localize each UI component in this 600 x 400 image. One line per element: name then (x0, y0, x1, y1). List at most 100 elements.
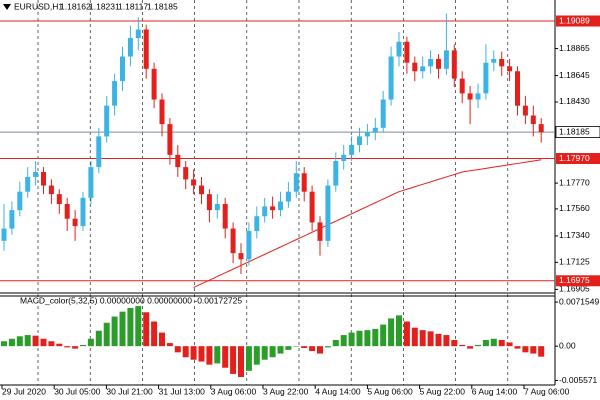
candle-body (80, 197, 86, 227)
histogram-bar (182, 346, 189, 358)
candle-body (404, 41, 410, 63)
histogram-bar (403, 321, 410, 347)
x-tick-label: 3 Aug 06:00 (211, 386, 257, 396)
candle-body (238, 253, 244, 260)
candle-body (317, 222, 323, 241)
histogram-bar (475, 344, 481, 347)
x-tick-label: 5 Aug 06:00 (367, 386, 413, 396)
candle-body (214, 203, 220, 211)
histogram-bar (119, 311, 126, 347)
histogram-bar (427, 331, 434, 347)
x-tick-label: 30 Jul 21:00 (106, 386, 153, 396)
candle-body (135, 29, 141, 39)
candle-body (483, 62, 489, 94)
histogram-bar (253, 346, 260, 365)
level-label: 1.17970 (559, 153, 590, 163)
candle-body (388, 56, 394, 100)
histogram-bar (364, 330, 371, 347)
histogram-bar (135, 306, 142, 347)
x-tick-label: 5 Aug 22:00 (420, 386, 466, 396)
menu-icon[interactable] (3, 4, 11, 10)
histogram-bar (48, 341, 55, 347)
candle-body (96, 136, 102, 168)
candle-body (293, 173, 299, 192)
histogram-bar (72, 346, 79, 349)
candle-body (396, 41, 402, 57)
x-tick-label: 30 Jul 05:00 (54, 386, 101, 396)
histogram-bar (435, 333, 442, 347)
candle-body (56, 194, 62, 204)
histogram-bar (451, 340, 458, 347)
candle-body (270, 206, 276, 211)
candle-body (420, 66, 426, 72)
candle-body (48, 185, 54, 195)
histogram-bar (396, 315, 402, 347)
y-tick-label: 1.17560 (559, 203, 590, 213)
histogram-bar (317, 346, 323, 354)
histogram-bar (166, 343, 173, 347)
candle-body (41, 172, 46, 186)
histogram-bar (159, 332, 165, 347)
x-tick-label: 6 Aug 14:00 (472, 386, 518, 396)
candle-body (278, 201, 283, 211)
y-tick-label: 1.18865 (559, 43, 590, 53)
symbol-label: EURUSD,H1 (14, 1, 63, 11)
histogram-bar (198, 346, 205, 362)
candle-body (72, 218, 78, 227)
histogram-bar (95, 330, 102, 347)
histogram-bar (332, 340, 339, 347)
current-price-label: 1.18185 (559, 126, 590, 136)
candle-body (104, 105, 110, 137)
candle-body (522, 105, 528, 116)
candle-body (475, 93, 481, 100)
candle-body (88, 167, 94, 198)
histogram-bar (301, 346, 308, 349)
candle-body (538, 124, 544, 133)
candle-body (25, 176, 31, 192)
candle-body (507, 66, 513, 72)
candle-body (333, 160, 339, 186)
histogram-bar (530, 346, 537, 354)
y-tick-label: 1.16905 (559, 284, 590, 294)
histogram-bar (490, 338, 497, 347)
candle-body (372, 127, 378, 133)
histogram-bar (522, 346, 529, 353)
current-price-box (555, 126, 600, 138)
candle-body (309, 191, 315, 223)
candle-body (428, 58, 434, 67)
histogram-bar (111, 316, 118, 347)
histogram-bar (498, 340, 505, 347)
histogram-bar (32, 335, 39, 347)
histogram-bar (222, 346, 229, 368)
y-tick-label: 1.17770 (559, 177, 590, 187)
candle-body (112, 81, 118, 106)
histogram-bar (64, 346, 71, 348)
level-label-box (556, 275, 600, 287)
histogram-bar (143, 312, 150, 347)
histogram-bar (40, 338, 47, 347)
candle-body (183, 167, 189, 180)
histogram-bar (245, 346, 252, 371)
candle-body (325, 185, 331, 241)
histogram-bar (482, 340, 489, 347)
candle-body (357, 136, 362, 145)
level-label: 1.19089 (559, 15, 590, 25)
candle-body (443, 50, 449, 69)
histogram-bar (127, 307, 134, 347)
candle-body (246, 231, 252, 260)
level-label-box (556, 15, 600, 27)
ohlc-value: 1.18185 (147, 1, 178, 11)
candle-body (285, 191, 291, 202)
histogram-bar (538, 346, 545, 357)
candle-body (64, 203, 70, 219)
candle-body (499, 58, 505, 67)
y-tick-label: 1.17340 (559, 230, 590, 240)
candle-body (467, 93, 473, 100)
candle-body (412, 62, 418, 72)
candle-body (17, 191, 23, 211)
y-tick-label: 1.18645 (559, 70, 590, 80)
candle-body (341, 154, 347, 161)
histogram-bar (388, 318, 395, 347)
histogram-bar (261, 346, 268, 360)
